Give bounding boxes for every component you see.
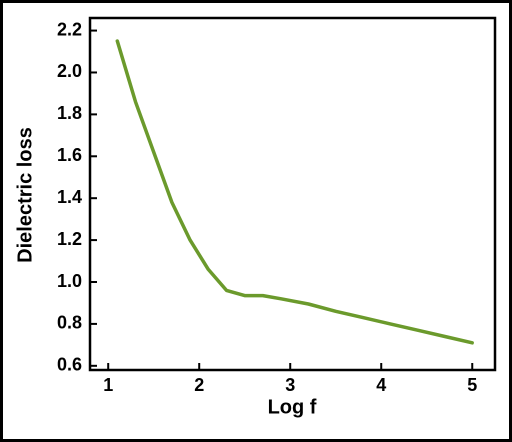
y-tick-label: 0.8 — [57, 313, 82, 333]
y-tick-label: 1.0 — [57, 271, 82, 291]
x-tick-label: 5 — [467, 375, 477, 395]
y-tick-label: 1.6 — [57, 145, 82, 165]
y-tick-label: 2.0 — [57, 61, 82, 81]
plot-area — [88, 16, 497, 372]
y-tick-label: 1.2 — [57, 229, 82, 249]
y-tick-label: 1.4 — [57, 187, 82, 207]
x-tick-label: 2 — [194, 375, 204, 395]
data-line — [115, 39, 474, 345]
y-tick-label: 1.8 — [57, 103, 82, 123]
y-tick-label: 2.2 — [57, 19, 82, 39]
x-tick-label: 4 — [376, 375, 386, 395]
x-tick-label: 3 — [285, 375, 295, 395]
y-tick-label: 0.6 — [57, 355, 82, 375]
x-axis-label: Log f — [268, 396, 317, 418]
x-tick-label: 1 — [103, 375, 113, 395]
y-axis-label: Dielectric loss — [14, 127, 36, 263]
